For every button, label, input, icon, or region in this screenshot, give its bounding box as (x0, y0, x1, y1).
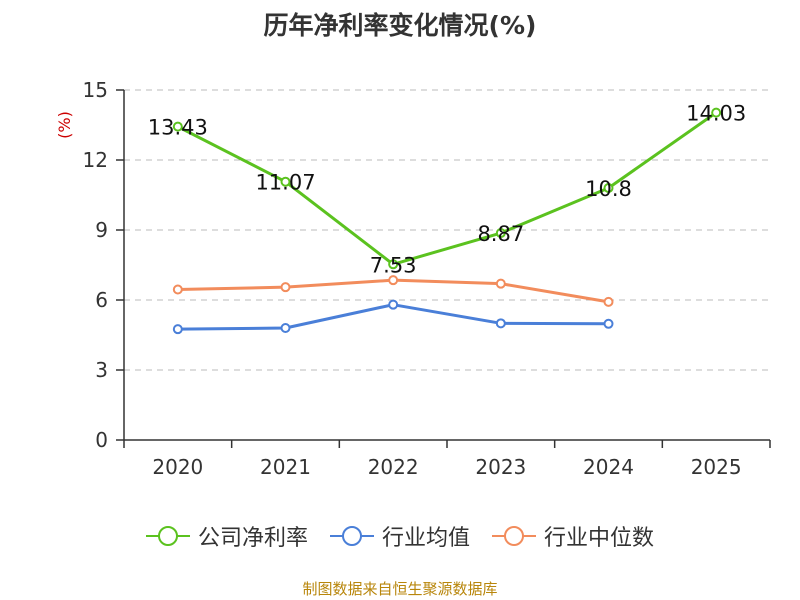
data-point-2-2023 (495, 278, 506, 289)
data-point-2-2022 (388, 275, 399, 286)
x-tick-label-2024: 2024 (583, 455, 634, 479)
data-label-0-2025: 14.03 (686, 102, 746, 126)
data-point-0-2025 (711, 107, 722, 118)
data-point-0-2022 (388, 259, 399, 270)
legend-item-company[interactable]: 公司净利率 (145, 520, 308, 552)
y-axis-label: (%) (55, 111, 74, 139)
x-tick-label-2021: 2021 (260, 455, 311, 479)
data-point-2-2020 (172, 284, 183, 295)
y-tick-label-15: 15 (83, 78, 108, 102)
data-point-2-2021 (280, 282, 291, 293)
data-point-1-2021 (280, 323, 291, 333)
data-point-1-2024 (603, 318, 614, 329)
y-tick-label-9: 9 (95, 218, 108, 242)
legend-label-industry-median: 行业中位数 (544, 526, 655, 551)
data-point-0-2023 (495, 228, 506, 239)
data-point-0-2021 (280, 176, 291, 187)
x-tick-label-2022: 2022 (368, 455, 419, 479)
data-label-0-2024: 10.8 (585, 177, 632, 201)
x-tick-label-2020: 2020 (152, 455, 203, 479)
legend-label-industry-mean: 行业均值 (381, 526, 470, 551)
legend-item-industry-median[interactable]: 行业中位数 (492, 520, 654, 552)
x-tick-label-2025: 2025 (691, 455, 742, 479)
data-point-1-2023 (495, 318, 506, 329)
legend-item-industry-mean[interactable]: 行业均值 (329, 520, 470, 552)
chart-title: 历年净利率变化情况(%) (263, 11, 537, 40)
legend-label-company: 公司净利率 (197, 526, 308, 551)
y-tick-label-3: 3 (95, 358, 108, 382)
data-label-0-2022: 7.53 (370, 253, 417, 277)
y-tick-label-0: 0 (95, 428, 108, 452)
legend-marker-company (145, 526, 190, 546)
data-point-1-2020 (172, 324, 183, 335)
data-point-1-2022 (388, 299, 399, 310)
data-point-0-2020 (172, 121, 183, 132)
data-source-note: 制图数据来自恒生聚源数据库 (302, 580, 498, 598)
data-label-0-2020: 13.43 (148, 116, 208, 140)
series-line-0 (177, 111, 718, 266)
y-tick-label-12: 12 (83, 148, 108, 172)
data-point-0-2024 (603, 183, 614, 193)
legend-marker-industry-median (492, 526, 536, 546)
legend: 公司净利率 行业均值 行业中位数 (0, 520, 800, 552)
legend-marker-industry-mean (329, 526, 374, 546)
y-tick-label-6: 6 (95, 288, 108, 312)
data-label-0-2023: 8.87 (477, 222, 524, 246)
x-tick-label-2023: 2023 (475, 455, 526, 479)
data-label-0-2021: 11.07 (255, 171, 315, 195)
data-point-2-2024 (603, 296, 614, 307)
